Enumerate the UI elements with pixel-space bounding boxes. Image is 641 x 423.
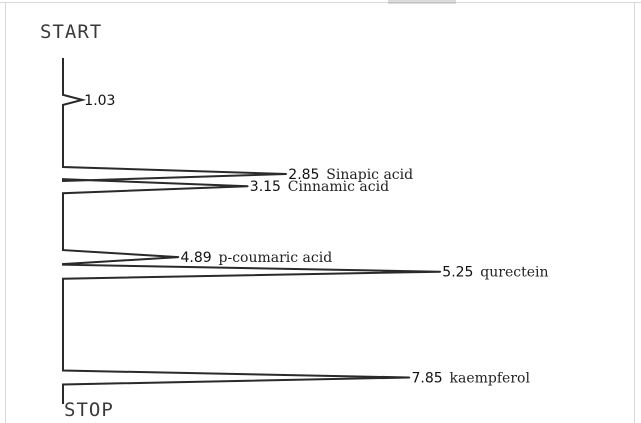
- peak-retention-time-4: 4.89: [181, 250, 212, 266]
- peak-tip-6: [408, 376, 411, 379]
- start-label: START: [40, 21, 102, 43]
- frame-top-border: [0, 2, 641, 3]
- peak-retention-time-5: 5.25: [442, 265, 473, 281]
- chromatogram-trace: [62, 58, 441, 404]
- peak-tip-3: [247, 185, 249, 187]
- peak-compound-name-6: kaempferol: [450, 371, 531, 387]
- peak-retention-time-6: 7.85: [412, 371, 443, 387]
- peak-label-layer: 1.03 2.85 Sinapic acid 3.15 Cinnamic acid 4.8…: [84, 93, 548, 387]
- peak-compound-name-4: p-coumaric acid: [219, 250, 333, 266]
- peak-tip-2: [285, 173, 288, 175]
- frame-right-border: [634, 2, 635, 423]
- scan-artifact: [388, 0, 456, 4]
- trace-layer: [62, 58, 442, 404]
- peak-compound-name-2: Sinapic acid: [326, 167, 413, 183]
- peak-compound-name-5: qurectein: [480, 265, 548, 281]
- peak-retention-time-1: 1.03: [84, 93, 115, 109]
- peak-tip-1: [81, 99, 84, 101]
- stop-label: STOP: [64, 399, 114, 421]
- peak-retention-time-2: 2.85: [288, 167, 319, 183]
- peak-tip-5: [439, 270, 442, 273]
- peak-retention-time-3: 3.15: [250, 179, 281, 195]
- frame-left-border: [5, 2, 6, 423]
- peak-tip-4: [177, 256, 180, 258]
- peak-compound-name-3: Cinnamic acid: [288, 179, 389, 195]
